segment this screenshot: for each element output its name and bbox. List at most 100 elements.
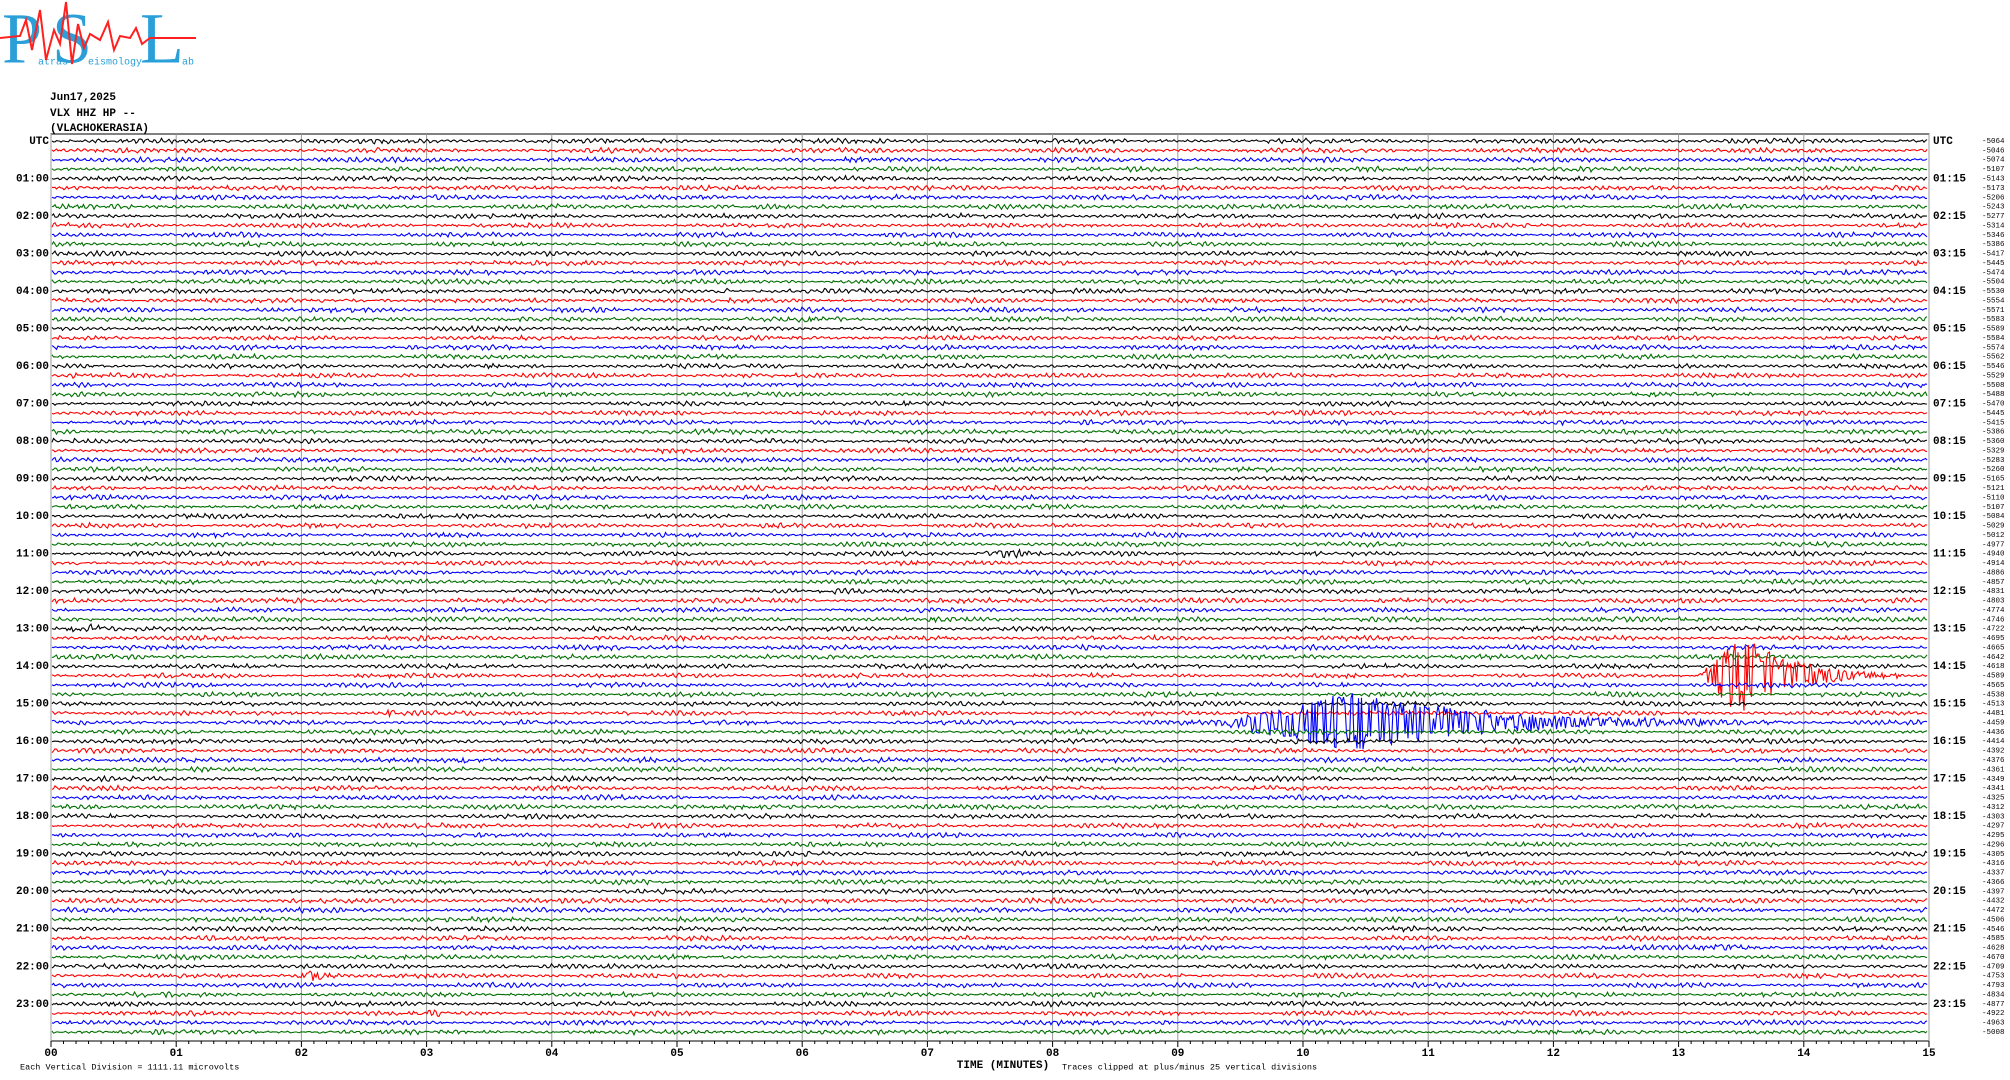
trace-offset: -5360 [1982, 438, 2005, 446]
x-tick-label: 12 [1547, 1048, 1560, 1060]
trace [51, 887, 1928, 896]
logo-squiggle [0, 1, 196, 65]
trace [51, 418, 1928, 427]
right-time-label: 13:15 [1933, 624, 1966, 636]
trace [51, 577, 1928, 586]
x-tick-label: 04 [545, 1048, 559, 1060]
right-time-label: 22:15 [1933, 961, 1966, 973]
trace-offset: -5530 [1982, 288, 2005, 296]
trace-offset: -4774 [1982, 607, 2005, 615]
trace-offset: -5206 [1982, 194, 2005, 202]
trace-offset: -5474 [1982, 269, 2005, 277]
trace [51, 221, 1928, 230]
x-tick-label: 13 [1672, 1048, 1686, 1060]
right-time-label: 18:15 [1933, 811, 1966, 823]
trace [51, 840, 1928, 849]
trace-offset: -5488 [1982, 391, 2005, 399]
trace [51, 484, 1928, 493]
trace [51, 821, 1928, 830]
trace [51, 211, 1928, 220]
trace-offset: -4722 [1982, 626, 2005, 634]
trace [51, 990, 1928, 999]
x-tick-label: 03 [420, 1048, 434, 1060]
trace-offset: -5110 [1982, 494, 2005, 502]
x-tick-label: 08 [1046, 1048, 1060, 1060]
right-time-label: 11:15 [1933, 549, 1966, 561]
trace [51, 249, 1928, 258]
trace [51, 615, 1928, 624]
x-tick-label: 14 [1797, 1048, 1811, 1060]
trace [51, 981, 1928, 989]
trace [51, 408, 1928, 417]
right-time-label: 08:15 [1933, 436, 1966, 448]
trace [51, 859, 1928, 867]
x-tick-label: 02 [295, 1048, 308, 1060]
trace [51, 371, 1928, 379]
trace-offset: -5574 [1982, 344, 2005, 352]
station: VLX HHZ HP -- [50, 108, 136, 120]
trace [51, 915, 1928, 924]
left-time-label: 07:00 [16, 399, 49, 411]
left-time-label: 16:00 [16, 736, 49, 748]
trace-offset: -5445 [1982, 260, 2005, 268]
trace [51, 765, 1928, 774]
trace-offset: -5415 [1982, 419, 2005, 427]
trace [51, 503, 1928, 511]
trace-offset: -5346 [1982, 232, 2005, 240]
right-time-label: 02:15 [1933, 211, 1966, 223]
location: (VLACHOKERASIA) [50, 123, 149, 135]
trace-offset: -5314 [1982, 222, 2005, 230]
trace [51, 906, 1928, 914]
trace [51, 596, 1928, 605]
trace-offset: -4414 [1982, 738, 2005, 746]
trace-offset: -5445 [1982, 410, 2005, 418]
trace-offset: -5173 [1982, 185, 2005, 193]
right-time-label: 01:15 [1933, 173, 1966, 185]
trace-offset: -5107 [1982, 166, 2005, 174]
trace-offset: -5107 [1982, 504, 2005, 512]
trace-offset: -4506 [1982, 916, 2005, 924]
trace [51, 202, 1928, 211]
trace [51, 831, 1928, 839]
footer-left: Each Vertical Division = 1111.11 microvo… [20, 1062, 239, 1072]
trace-offset: -4337 [1982, 870, 2005, 878]
trace-offset: -5386 [1982, 241, 2005, 249]
trace-offset: -5554 [1982, 297, 2005, 305]
trace-offset: -5329 [1982, 447, 2005, 455]
trace [51, 869, 1928, 877]
trace-offset: -4746 [1982, 616, 2005, 624]
trace [51, 681, 1928, 689]
trace-offset: -5529 [1982, 372, 2005, 380]
trace-offset: -4349 [1982, 776, 2005, 784]
right-time-label: 19:15 [1933, 849, 1966, 861]
trace-offset: -4459 [1982, 719, 2005, 727]
trace-offset: -4303 [1982, 813, 2005, 821]
trace-offset: -4366 [1982, 879, 2005, 887]
x-tick-label: 05 [670, 1048, 684, 1060]
trace [51, 737, 1928, 746]
trace [51, 315, 1928, 323]
right-time-label: 09:15 [1933, 474, 1966, 486]
trace [51, 850, 1928, 858]
trace-offset: -4325 [1982, 795, 2005, 803]
right-time-label: 17:15 [1933, 774, 1966, 786]
trace-offset: -4963 [1982, 1020, 2005, 1028]
trace [51, 793, 1928, 802]
trace-offset: -4831 [1982, 588, 2005, 596]
x-tick-label: 10 [1296, 1048, 1309, 1060]
trace-offset: -4628 [1982, 945, 2005, 953]
logo-small: ab [182, 57, 194, 69]
trace-offset: -4857 [1982, 579, 2005, 587]
left-time-label: 22:00 [16, 961, 49, 973]
trace [51, 643, 1928, 711]
trace-offset: -4392 [1982, 748, 2005, 756]
trace-offset: -4793 [1982, 982, 2005, 990]
trace-offset: -4977 [1982, 541, 2005, 549]
trace [51, 924, 1928, 933]
right-time-label: 21:15 [1933, 924, 1966, 936]
trace [51, 568, 1928, 577]
trace-offset: -4432 [1982, 898, 2005, 906]
trace [51, 653, 1928, 661]
trace [51, 399, 1927, 408]
trace [51, 427, 1928, 436]
